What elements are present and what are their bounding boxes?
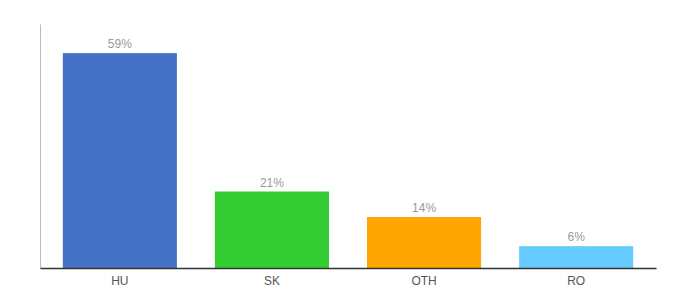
- chart-svg: HU SK OTH RO 59% 21% 14% 6%: [0, 0, 680, 300]
- plot-area: HU SK OTH RO 59% 21% 14% 6%: [41, 25, 657, 288]
- bar: [519, 246, 633, 268]
- data-labels: 59% 21% 14% 6%: [108, 37, 585, 244]
- x-axis-line: [41, 268, 657, 270]
- y-axis-line: [40, 25, 41, 269]
- x-tick: SK: [264, 274, 280, 288]
- x-tick: OTH: [411, 274, 436, 288]
- chart-container: HU SK OTH RO 59% 21% 14% 6%: [0, 0, 680, 300]
- y-axis: [40, 25, 41, 269]
- bar: [63, 53, 177, 268]
- x-tick-label: OTH: [411, 274, 436, 288]
- x-tick-label: HU: [111, 274, 128, 288]
- x-tick: HU: [111, 274, 128, 288]
- x-tick-label: SK: [264, 274, 280, 288]
- bars: [63, 53, 633, 268]
- data-label: 21%: [260, 176, 284, 190]
- x-tick: RO: [567, 274, 585, 288]
- data-label: 14%: [412, 201, 436, 215]
- x-tick-label: RO: [567, 274, 585, 288]
- data-label: 59%: [108, 37, 132, 51]
- data-label: 6%: [567, 230, 585, 244]
- bar: [367, 217, 481, 268]
- bar: [215, 192, 329, 268]
- x-axis: HU SK OTH RO: [41, 269, 657, 288]
